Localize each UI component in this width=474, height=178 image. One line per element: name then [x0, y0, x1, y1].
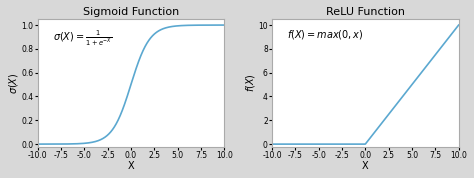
Text: $f(X) = max(0, x)$: $f(X) = max(0, x)$ [287, 28, 364, 41]
X-axis label: X: X [362, 161, 369, 171]
X-axis label: X: X [128, 161, 134, 171]
Y-axis label: $\sigma(X)$: $\sigma(X)$ [7, 72, 20, 94]
Title: ReLU Function: ReLU Function [326, 7, 405, 17]
Y-axis label: $f(X)$: $f(X)$ [244, 73, 257, 92]
Text: $\sigma(X) = \frac{1}{1+e^{-X}}$: $\sigma(X) = \frac{1}{1+e^{-X}}$ [53, 28, 112, 48]
Title: Sigmoid Function: Sigmoid Function [83, 7, 179, 17]
